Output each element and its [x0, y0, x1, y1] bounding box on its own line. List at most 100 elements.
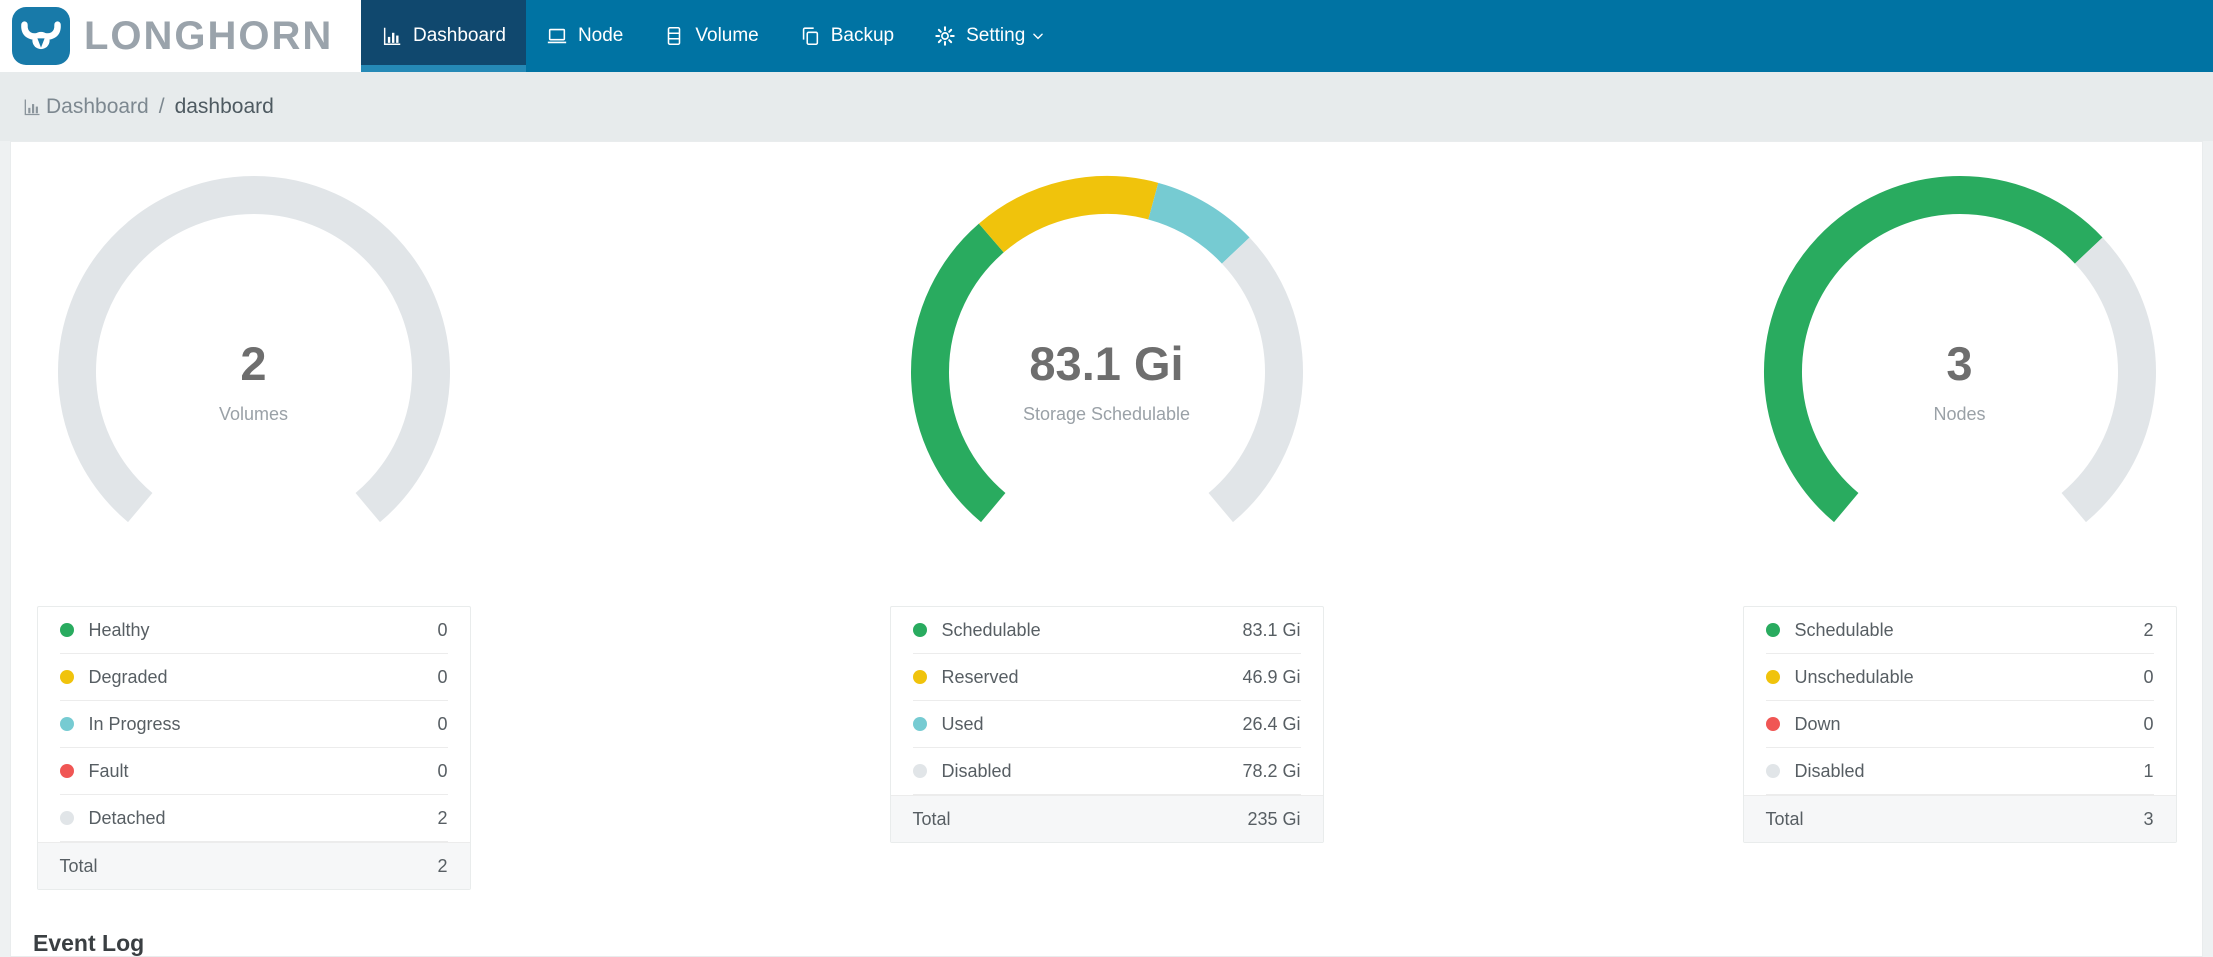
gauge-column-storage-schedulable: 83.1 Gi Storage Schedulable Schedulable … [496, 160, 1717, 890]
nav-item-setting[interactable]: Setting [914, 0, 1065, 72]
legend-value: 0 [2143, 713, 2154, 734]
dashboard-card: 2 Volumes Healthy 0 Degraded 0 In Progre… [10, 141, 2203, 957]
copy-icon [799, 25, 821, 47]
total-value: 235 Gi [1247, 808, 1301, 829]
status-dot [59, 623, 74, 637]
laptop-icon [546, 25, 568, 47]
legend-row-fault: Fault 0 [59, 748, 448, 795]
storage-schedulable-legend-table: Schedulable 83.1 Gi Reserved 46.9 Gi Use… [889, 606, 1324, 843]
status-dot [1765, 670, 1780, 684]
status-dot [912, 717, 927, 731]
breadcrumb-section[interactable]: Dashboard [46, 94, 149, 118]
total-value: 2 [437, 855, 448, 876]
total-value: 3 [2143, 808, 2154, 829]
nav-item-label: Volume [695, 25, 759, 46]
nodes-gauge-center: 3 Nodes [1750, 340, 2170, 425]
nav-item-label: Dashboard [413, 25, 506, 46]
legend-value: 78.2 Gi [1242, 760, 1301, 781]
legend-label: Degraded [88, 666, 168, 687]
status-dot [59, 764, 74, 778]
legend-row-used: Used 26.4 Gi [912, 701, 1301, 748]
total-label: Total [912, 808, 951, 829]
legend-value: 0 [2143, 666, 2154, 687]
nodes-legend-table: Schedulable 2 Unschedulable 0 Down 0 Dis… [1742, 606, 2177, 843]
brand-name: LONGHORN [84, 13, 334, 58]
legend-label: In Progress [88, 713, 181, 734]
event-log-title: Event Log [33, 930, 145, 956]
bar-chart-icon [381, 25, 403, 47]
legend-value: 0 [437, 713, 448, 734]
legend-total-row: Total 235 Gi [890, 795, 1323, 842]
nav-item-label: Node [577, 25, 624, 46]
legend-total-row: Total 3 [1743, 795, 2176, 842]
storage-schedulable-gauge-center: 83.1 Gi Storage Schedulable [897, 340, 1317, 425]
legend-label: Reserved [941, 666, 1019, 687]
legend-label: Healthy [88, 619, 150, 640]
status-dot [1765, 764, 1780, 778]
breadcrumb-page: dashboard [174, 94, 274, 118]
breadcrumb: Dashboard / dashboard [0, 72, 2213, 141]
nav-item-node[interactable]: Node [526, 0, 643, 72]
chevron-down-icon [1031, 29, 1045, 43]
total-label: Total [1765, 808, 1804, 829]
legend-value: 0 [437, 760, 448, 781]
legend-row-disabled: Disabled 78.2 Gi [912, 748, 1301, 795]
legend-row-reserved: Reserved 46.9 Gi [912, 654, 1301, 701]
legend-row-schedulable: Schedulable 83.1 Gi [912, 607, 1301, 654]
gauge-column-nodes: 3 Nodes Schedulable 2 Unschedulable 0 Do… [1717, 160, 2202, 890]
volumes-gauge-center: 2 Volumes [44, 340, 464, 425]
status-dot [59, 717, 74, 731]
gauges-row: 2 Volumes Healthy 0 Degraded 0 In Progre… [11, 160, 2202, 890]
main-nav: Dashboard Node Volume Backup Setting [361, 0, 2213, 72]
nav-item-dashboard[interactable]: Dashboard [361, 0, 526, 72]
legend-label: Detached [88, 807, 166, 828]
volumes-legend-table: Healthy 0 Degraded 0 In Progress 0 Fault… [36, 606, 471, 890]
status-dot [1765, 717, 1780, 731]
status-dot [912, 764, 927, 778]
bar-chart-icon [22, 97, 42, 117]
breadcrumb-separator: / [158, 94, 165, 118]
gauge-value: 83.1 Gi [1029, 337, 1184, 390]
gauge-value: 2 [240, 337, 267, 390]
legend-row-schedulable: Schedulable 2 [1765, 607, 2154, 654]
server-icon [663, 25, 685, 47]
legend-row-unschedulable: Unschedulable 0 [1765, 654, 2154, 701]
legend-label: Schedulable [1794, 619, 1894, 640]
legend-value: 83.1 Gi [1242, 619, 1301, 640]
gauge-label: Storage Schedulable [1022, 404, 1191, 424]
brand-area[interactable]: LONGHORN [0, 0, 361, 72]
legend-value: 2 [2143, 619, 2154, 640]
storage-schedulable-gauge-arc [910, 176, 1303, 523]
status-dot [59, 811, 74, 825]
legend-row-disabled: Disabled 1 [1765, 748, 2154, 795]
legend-label: Disabled [941, 760, 1012, 781]
legend-label: Disabled [1794, 760, 1865, 781]
volumes-gauge: 2 Volumes [44, 160, 464, 528]
status-dot [912, 670, 927, 684]
legend-value: 2 [437, 807, 448, 828]
legend-value: 46.9 Gi [1242, 666, 1301, 687]
gear-icon [934, 25, 956, 47]
legend-label: Unschedulable [1794, 666, 1914, 687]
longhorn-logo [12, 7, 70, 65]
bull-icon [18, 11, 64, 62]
status-dot [912, 623, 927, 637]
nav-item-backup[interactable]: Backup [779, 0, 914, 72]
status-dot [1765, 623, 1780, 637]
legend-value: 1 [2143, 760, 2154, 781]
gauge-label: Nodes [1933, 404, 1986, 424]
legend-total-row: Total 2 [37, 842, 470, 889]
nav-item-volume[interactable]: Volume [643, 0, 778, 72]
gauge-column-volumes: 2 Volumes Healthy 0 Degraded 0 In Progre… [11, 160, 496, 890]
legend-row-healthy: Healthy 0 [59, 607, 448, 654]
nav-item-label: Setting [966, 25, 1026, 46]
nodes-gauge: 3 Nodes [1750, 160, 2170, 528]
app-header: LONGHORN Dashboard Node Volume Backup Settin… [0, 0, 2213, 72]
gauge-value: 3 [1946, 337, 1973, 390]
legend-row-degraded: Degraded 0 [59, 654, 448, 701]
legend-value: 0 [437, 619, 448, 640]
total-label: Total [59, 855, 98, 876]
legend-label: Used [941, 713, 984, 734]
volumes-gauge-arc [57, 176, 450, 523]
legend-label: Schedulable [941, 619, 1041, 640]
